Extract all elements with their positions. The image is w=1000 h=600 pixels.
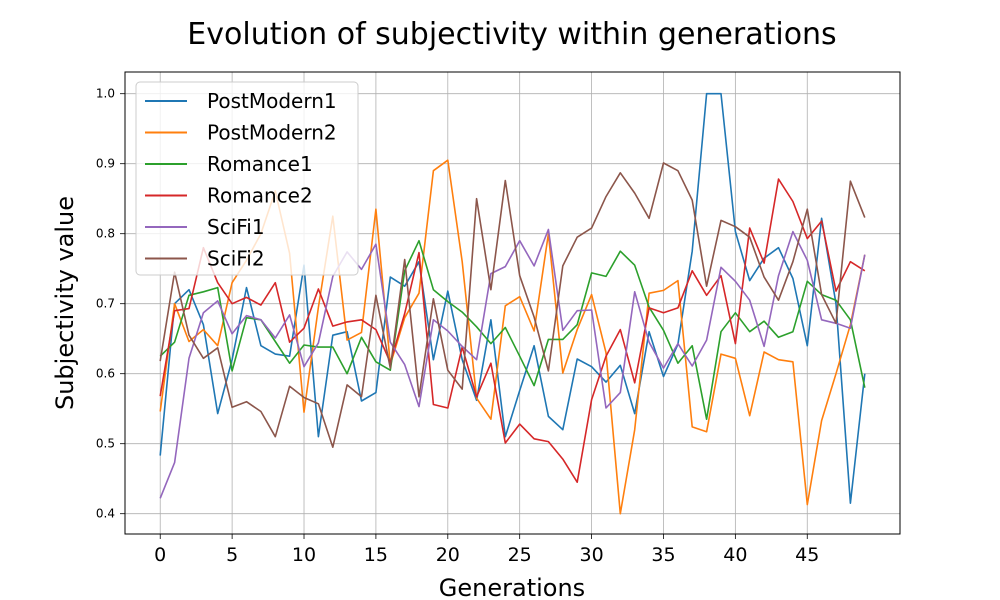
chart-title: Evolution of subjectivity within generat… (187, 17, 836, 52)
series-line-romance2 (159, 178, 866, 484)
x-tick-label: 30 (579, 544, 603, 566)
series-line-scifi1 (159, 228, 866, 499)
legend-box (135, 81, 359, 276)
y-axis-label: Subjectivity value (51, 196, 79, 410)
plot-frame (124, 71, 901, 535)
legend-label: PostModern1 (207, 89, 337, 113)
series-line-postmodern1 (159, 92, 866, 505)
legend-label: SciFi2 (207, 247, 265, 271)
x-axis-label: Generations (439, 574, 585, 600)
x-axis-ticks: 0 5 10 15 20 25 30 35 40 45 (154, 534, 819, 566)
x-tick-label: 10 (292, 544, 316, 566)
x-tick-label: 15 (364, 544, 388, 566)
x-tick-label: 45 (795, 544, 819, 566)
legend-label: Romance2 (207, 184, 313, 208)
y-tick-label: 0.5 (96, 437, 115, 451)
legend-label: Romance1 (207, 152, 313, 176)
x-tick-label: 35 (651, 544, 675, 566)
y-tick-label: 0.9 (96, 157, 115, 171)
legend-label: SciFi1 (207, 215, 265, 239)
y-axis-ticks: 0.4 0.5 0.6 0.7 0.8 0.9 1.0 (96, 87, 125, 521)
x-tick-label: 0 (154, 544, 166, 566)
y-tick-label: 1.0 (96, 87, 115, 101)
y-tick-label: 0.7 (96, 297, 115, 311)
y-tick-label: 0.4 (96, 507, 115, 521)
x-tick-label: 25 (508, 544, 532, 566)
y-tick-label: 0.6 (96, 367, 115, 381)
x-tick-label: 40 (723, 544, 747, 566)
y-tick-label: 0.8 (96, 227, 115, 241)
series-line-romance1 (159, 239, 866, 421)
legend-label: PostModern2 (207, 121, 337, 145)
x-tick-label: 5 (226, 544, 238, 566)
x-tick-label: 20 (436, 544, 460, 566)
legend: PostModern1 PostModern2 Romance1 Romance2 Sc… (135, 81, 359, 276)
series-line-scifi2 (159, 162, 866, 449)
